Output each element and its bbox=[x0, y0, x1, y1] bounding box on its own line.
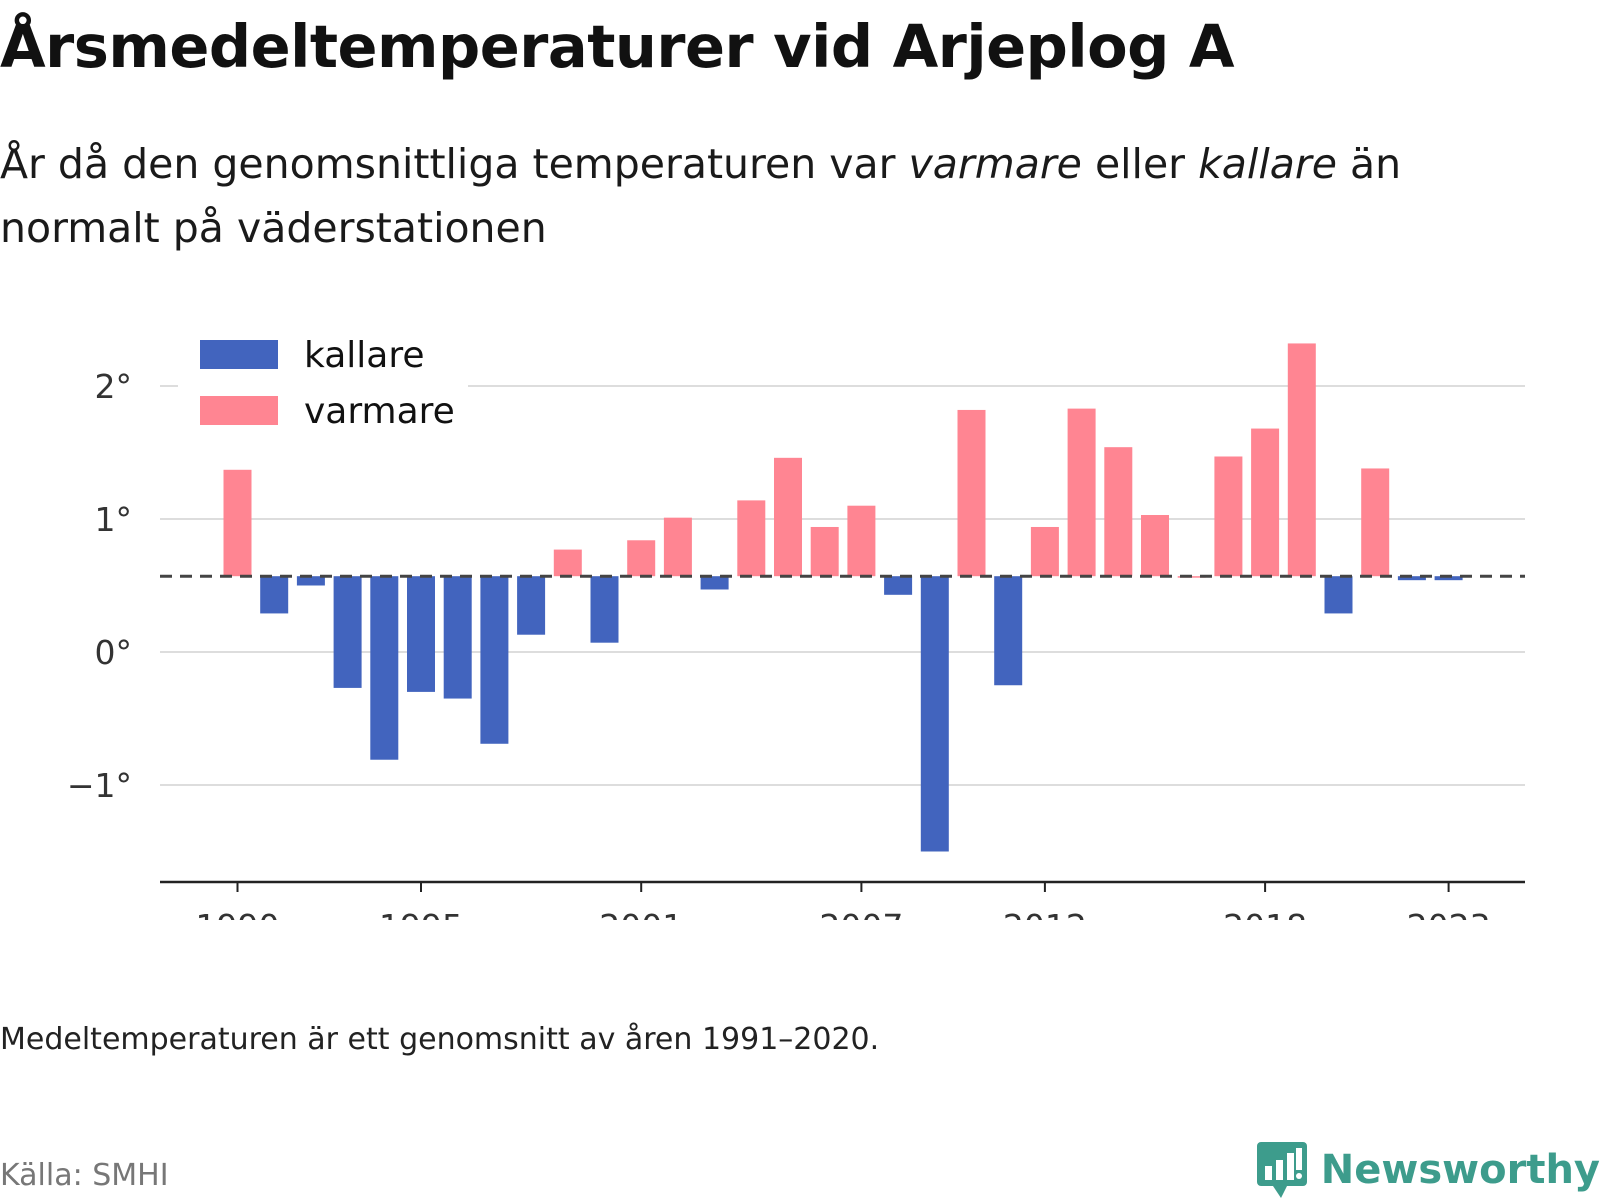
bar-1998 bbox=[517, 576, 546, 635]
x-axis: 1990 1995 2001 2007 2012 2018 2023 bbox=[160, 880, 1525, 920]
bars bbox=[223, 343, 1463, 852]
bar-2002 bbox=[663, 517, 692, 577]
y-tick-label: −1° bbox=[67, 766, 132, 805]
bar-chart: −1° 0° 1° 2° 1990 1995 2001 2007 2012 2018 2023 k… bbox=[67, 330, 1525, 920]
subtitle-part3: än normalt på väderstationen bbox=[0, 140, 1402, 252]
x-tick-label: 2001 bbox=[599, 907, 683, 920]
bar-2014 bbox=[1104, 447, 1133, 577]
bar-2007 bbox=[847, 505, 876, 577]
bar-2015 bbox=[1141, 515, 1169, 577]
footnote: Medeltemperaturen är ett genomsnitt av å… bbox=[0, 1022, 880, 1057]
bar-2012 bbox=[1030, 526, 1059, 577]
bar-1995 bbox=[407, 576, 435, 692]
bar-2017 bbox=[1214, 456, 1243, 577]
x-tick-label: 2018 bbox=[1223, 907, 1307, 920]
bar-2004 bbox=[737, 500, 766, 577]
legend-swatch-kallare bbox=[200, 340, 278, 369]
chart-title: Årsmedeltemperaturer vid Arjeplog A bbox=[0, 12, 1235, 81]
y-tick-label: 2° bbox=[95, 367, 133, 406]
bar-2020 bbox=[1324, 576, 1353, 614]
bar-2021 bbox=[1361, 468, 1390, 577]
bar-1996 bbox=[443, 576, 472, 699]
bar-1990 bbox=[223, 469, 252, 577]
chat-chart-icon bbox=[1256, 1142, 1307, 1198]
bar-2023 bbox=[1434, 576, 1463, 581]
newsworthy-logo: Newsworthy bbox=[1255, 1140, 1600, 1200]
legend-label-kallare: kallare bbox=[304, 335, 425, 376]
bar-1999 bbox=[553, 549, 582, 577]
subtitle-warm: varmare bbox=[908, 140, 1082, 188]
bar-2005 bbox=[774, 457, 802, 577]
chart-subtitle: År då den genomsnittliga temperaturen va… bbox=[0, 132, 1520, 260]
bar-2001 bbox=[627, 540, 656, 577]
y-tick-label: 1° bbox=[95, 500, 133, 539]
bar-2000 bbox=[590, 576, 619, 643]
subtitle-cold: kallare bbox=[1198, 140, 1337, 188]
x-tick-label: 1995 bbox=[379, 907, 463, 920]
legend-label-varmare: varmare bbox=[304, 391, 455, 432]
bar-1993 bbox=[333, 576, 362, 688]
legend: kallare varmare bbox=[178, 330, 468, 442]
bar-2022 bbox=[1397, 576, 1426, 581]
bar-2013 bbox=[1067, 408, 1096, 577]
subtitle-part2: eller bbox=[1081, 140, 1199, 188]
bar-2018 bbox=[1251, 428, 1280, 577]
x-tick-label: 2007 bbox=[819, 907, 903, 920]
bar-2009 bbox=[920, 576, 949, 852]
bar-2003 bbox=[700, 576, 729, 590]
y-tick-label: 0° bbox=[95, 633, 133, 672]
x-tick-label: 2023 bbox=[1407, 907, 1491, 920]
bar-1991 bbox=[260, 576, 289, 614]
logo-text: Newsworthy bbox=[1320, 1147, 1600, 1193]
x-tick-label: 2012 bbox=[1003, 907, 1087, 920]
bar-1992 bbox=[296, 576, 325, 586]
subtitle-part1: År då den genomsnittliga temperaturen va… bbox=[0, 140, 909, 188]
x-tick-label: 1990 bbox=[196, 907, 280, 920]
bar-2019 bbox=[1287, 343, 1316, 577]
source-credit: Källa: SMHI bbox=[0, 1158, 169, 1193]
legend-swatch-varmare bbox=[200, 396, 278, 425]
bar-1994 bbox=[370, 576, 399, 760]
bar-2006 bbox=[810, 526, 839, 577]
bar-1997 bbox=[480, 576, 509, 744]
bar-2010 bbox=[957, 409, 986, 577]
bar-2011 bbox=[994, 576, 1023, 686]
bar-2008 bbox=[884, 576, 913, 595]
